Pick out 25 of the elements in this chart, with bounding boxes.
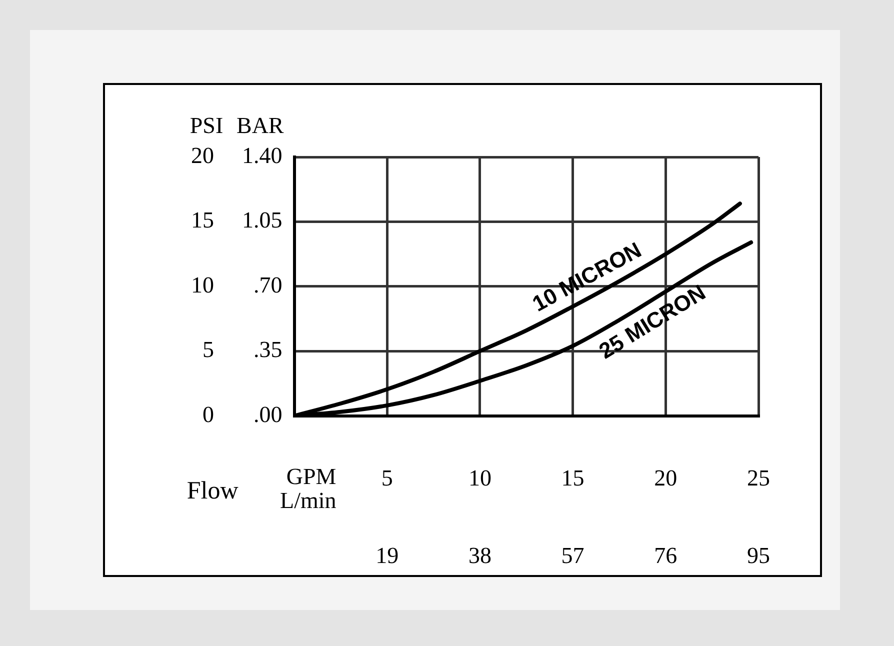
y-tick-label: 15 bbox=[191, 208, 214, 233]
x-tick-label: 20 bbox=[654, 466, 678, 491]
y2-tick-label: .70 bbox=[254, 272, 282, 298]
y2-axis-title: BAR bbox=[236, 113, 284, 138]
x-tick-label: 5 bbox=[381, 466, 393, 491]
y2-tick-label: .00 bbox=[254, 402, 282, 427]
x2-tick-label: 95 bbox=[747, 543, 770, 568]
y-tick-label: 10 bbox=[191, 272, 214, 298]
y-tick-label: 20 bbox=[191, 143, 214, 168]
x2-tick-label: 76 bbox=[654, 543, 678, 568]
x-axis-title: GPM bbox=[286, 464, 336, 489]
x2-tick-label: 57 bbox=[561, 543, 584, 568]
x-tick-label: 10 bbox=[468, 466, 492, 491]
text: Flow bbox=[186, 477, 238, 504]
x-tick-label: 25 bbox=[747, 466, 770, 491]
y-tick-label: 0 bbox=[202, 402, 214, 427]
y2-tick-label: .35 bbox=[254, 337, 282, 362]
y-axis-title: PSI bbox=[190, 113, 224, 138]
y-tick-label: 5 bbox=[202, 337, 214, 362]
y2-tick-label: 1.05 bbox=[242, 208, 282, 233]
y2-tick-label: 1.40 bbox=[242, 143, 282, 168]
x2-axis-title: L/min bbox=[280, 488, 337, 513]
x-tick-label: 15 bbox=[561, 466, 584, 491]
x2-tick-label: 38 bbox=[468, 543, 492, 568]
x2-tick-label: 19 bbox=[376, 543, 399, 568]
